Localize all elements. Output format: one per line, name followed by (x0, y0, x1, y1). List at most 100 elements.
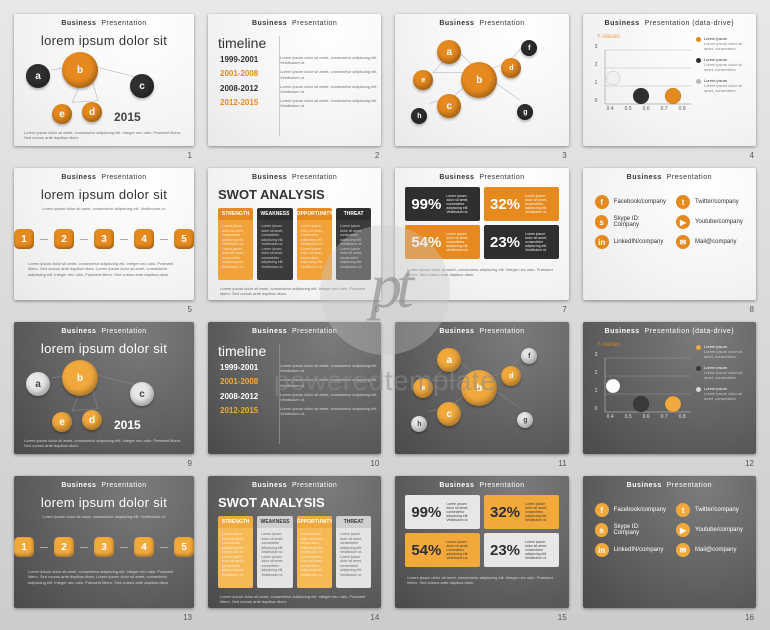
timeline-row: 2001-2008 Lorem ipsum dolor sit amet, co… (220, 377, 381, 387)
slide-number: 16 (745, 613, 754, 622)
social-item: in LinkedIN/company (595, 235, 666, 249)
slide-title: lorem ipsum dolor sit (14, 495, 194, 510)
social-icon: ✉ (676, 543, 690, 557)
bubble-node-d: d (82, 410, 102, 430)
percent-box: 54%Lorem ipsum dolor sit amet, consectet… (405, 225, 480, 259)
social-icon: ▶ (676, 215, 690, 229)
slide-number: 8 (750, 305, 754, 314)
step-box-5: 5 (174, 537, 194, 557)
swot-title: SWOT ANALYSIS (218, 187, 381, 202)
social-item: s Skype ID: Company (595, 215, 666, 229)
net-node-a: a (437, 348, 461, 372)
step-box-4: 4 (134, 537, 154, 557)
slide-header: Business Presentation (583, 476, 756, 489)
percent-grid: 99%Lorem ipsum dolor sit amet, consectet… (395, 489, 568, 575)
slide-number: 14 (370, 613, 379, 622)
slide-number: 15 (558, 613, 567, 622)
social-label: Skype ID: Company (613, 524, 666, 536)
steps-row: 12345 (14, 229, 194, 249)
slide-cell: Business Presentationabcdefgh3 (395, 14, 568, 158)
timeline-row: 2008-2012 Lorem ipsum dolor sit amet, co… (220, 392, 381, 402)
slide-header: Business Presentation (14, 168, 194, 181)
social-label: Skype ID: Company (613, 216, 666, 228)
social-item: f Facebook/company (595, 503, 666, 517)
swot-grid: STRENGTH Lorem ipsum dolor sit amet, con… (208, 208, 381, 280)
slide-header: Business Presentation (14, 322, 194, 335)
slide-1: Business Presentationlorem ipsum dolor s… (14, 14, 194, 146)
social-item: t Twitter/company (676, 503, 744, 517)
social-item: t Twitter/company (676, 195, 744, 209)
step-box-1: 1 (14, 537, 34, 557)
chart-legend: Lorem ipsumLorem ipsum dolor sit amet, c… (696, 36, 748, 99)
slide-footer-text: Lorem ipsum dolor sit amet, consectetur … (24, 130, 184, 140)
swot-grid: STRENGTH Lorem ipsum dolor sit amet, con… (208, 516, 381, 588)
bubble-node-e: e (52, 104, 72, 124)
net-node-d: d (501, 58, 521, 78)
social-label: Facebook/company (614, 507, 666, 513)
timeline-title: timeline (218, 343, 381, 359)
step-connector (120, 547, 128, 548)
slide-number: 5 (188, 305, 192, 314)
step-connector (120, 239, 128, 240)
chart-legend-item: Lorem ipsumLorem ipsum dolor sit amet, c… (696, 36, 748, 51)
social-icon: t (676, 503, 690, 517)
social-label: Twitter/company (695, 199, 739, 205)
timeline-row: 1999-2001 Lorem ipsum dolor sit amet, co… (220, 55, 381, 65)
slide-lorem: Lorem ipsum dolor sit amet, consectetur … (14, 510, 194, 523)
slide-footer-text: Lorem ipsum dolor sit amet, consectetur … (14, 249, 194, 277)
slide-cell: Business Presentationlorem ipsum dolor s… (14, 476, 194, 620)
slide-header: Business Presentation (208, 14, 381, 27)
social-item: ✉ Mail@company (676, 543, 744, 557)
slide-8: Business Presentation f Facebook/company… (583, 168, 756, 300)
slide-title: lorem ipsum dolor sit (14, 187, 194, 202)
slide-header: Business Presentation (583, 168, 756, 181)
slide-cell: Business Presentationlorem ipsum dolor s… (14, 322, 194, 466)
slide-number: 6 (375, 305, 379, 314)
step-box-3: 3 (94, 537, 114, 557)
swot-col: WEAKNESS Lorem ipsum dolor sit amet, con… (257, 208, 292, 280)
swot-col: THREAT Lorem ipsum dolor sit amet, conse… (336, 208, 371, 280)
social-label: LinkedIN/company (614, 547, 664, 553)
social-label: Youtube/company (695, 527, 743, 533)
net-node-e: e (413, 70, 433, 90)
percent-box: 99%Lorem ipsum dolor sit amet, consectet… (405, 187, 480, 221)
social-item: ▶ Youtube/company (676, 215, 744, 229)
bubble-node-c: c (130, 74, 154, 98)
timeline-row: 2012-2015 Lorem ipsum dolor sit amet, co… (220, 98, 381, 108)
percent-box: 23%Lorem ipsum dolor sit amet, consectet… (484, 225, 559, 259)
bubble-node-a: a (26, 64, 50, 88)
swot-col: STRENGTH Lorem ipsum dolor sit amet, con… (218, 516, 253, 588)
slide-5: Business Presentation lorem ipsum dolor s… (14, 168, 194, 300)
slide-number: 7 (562, 305, 566, 314)
bubble-year: 2015 (114, 110, 141, 124)
social-grid: f Facebook/company t Twitter/company s S… (583, 181, 756, 249)
slide-6: Business PresentationSWOT ANALYSIS STREN… (208, 168, 381, 300)
social-grid: f Facebook/company t Twitter/company s S… (583, 489, 756, 557)
net-node-c: c (437, 94, 461, 118)
step-box-2: 2 (54, 537, 74, 557)
chart-legend-item: Lorem ipsumLorem ipsum dolor sit amet, c… (696, 344, 748, 359)
step-connector (80, 547, 88, 548)
timeline-row: 2008-2012 Lorem ipsum dolor sit amet, co… (220, 84, 381, 94)
slide-14: Business PresentationSWOT ANALYSIS STREN… (208, 476, 381, 608)
net-node-b: b (461, 62, 497, 98)
slide-footer-text: Lorem ipsum dolor sit amet, consectetur … (208, 588, 381, 604)
percent-box: 32%Lorem ipsum dolor sit amet, consectet… (484, 187, 559, 221)
slide-4: Business Presentation (data-drive) Y-Val… (583, 14, 756, 146)
social-label: Youtube/company (695, 219, 743, 225)
social-icon: ✉ (676, 235, 690, 249)
swot-col: OPPORTUNITY Lorem ipsum dolor sit amet, … (297, 208, 332, 280)
slide-cell: Business Presentation (data-drive) Y-Val… (583, 14, 756, 158)
slide-16: Business Presentation f Facebook/company… (583, 476, 756, 608)
slide-footer-text: Lorem ipsum dolor sit amet, consectetur … (14, 557, 194, 585)
social-icon: s (595, 523, 609, 537)
percent-box: 99%Lorem ipsum dolor sit amet, consectet… (405, 495, 480, 529)
bubble-node-e: e (52, 412, 72, 432)
slide-cell: Business Presentationabcdefgh11 (395, 322, 568, 466)
slide-header: Business Presentation (data-drive) (583, 14, 756, 27)
social-icon: t (676, 195, 690, 209)
slide-header: Business Presentation (208, 476, 381, 489)
step-connector (160, 239, 168, 240)
social-icon: in (595, 235, 609, 249)
slide-footer-text: Lorem ipsum dolor sit amet, consectetur … (395, 267, 568, 277)
